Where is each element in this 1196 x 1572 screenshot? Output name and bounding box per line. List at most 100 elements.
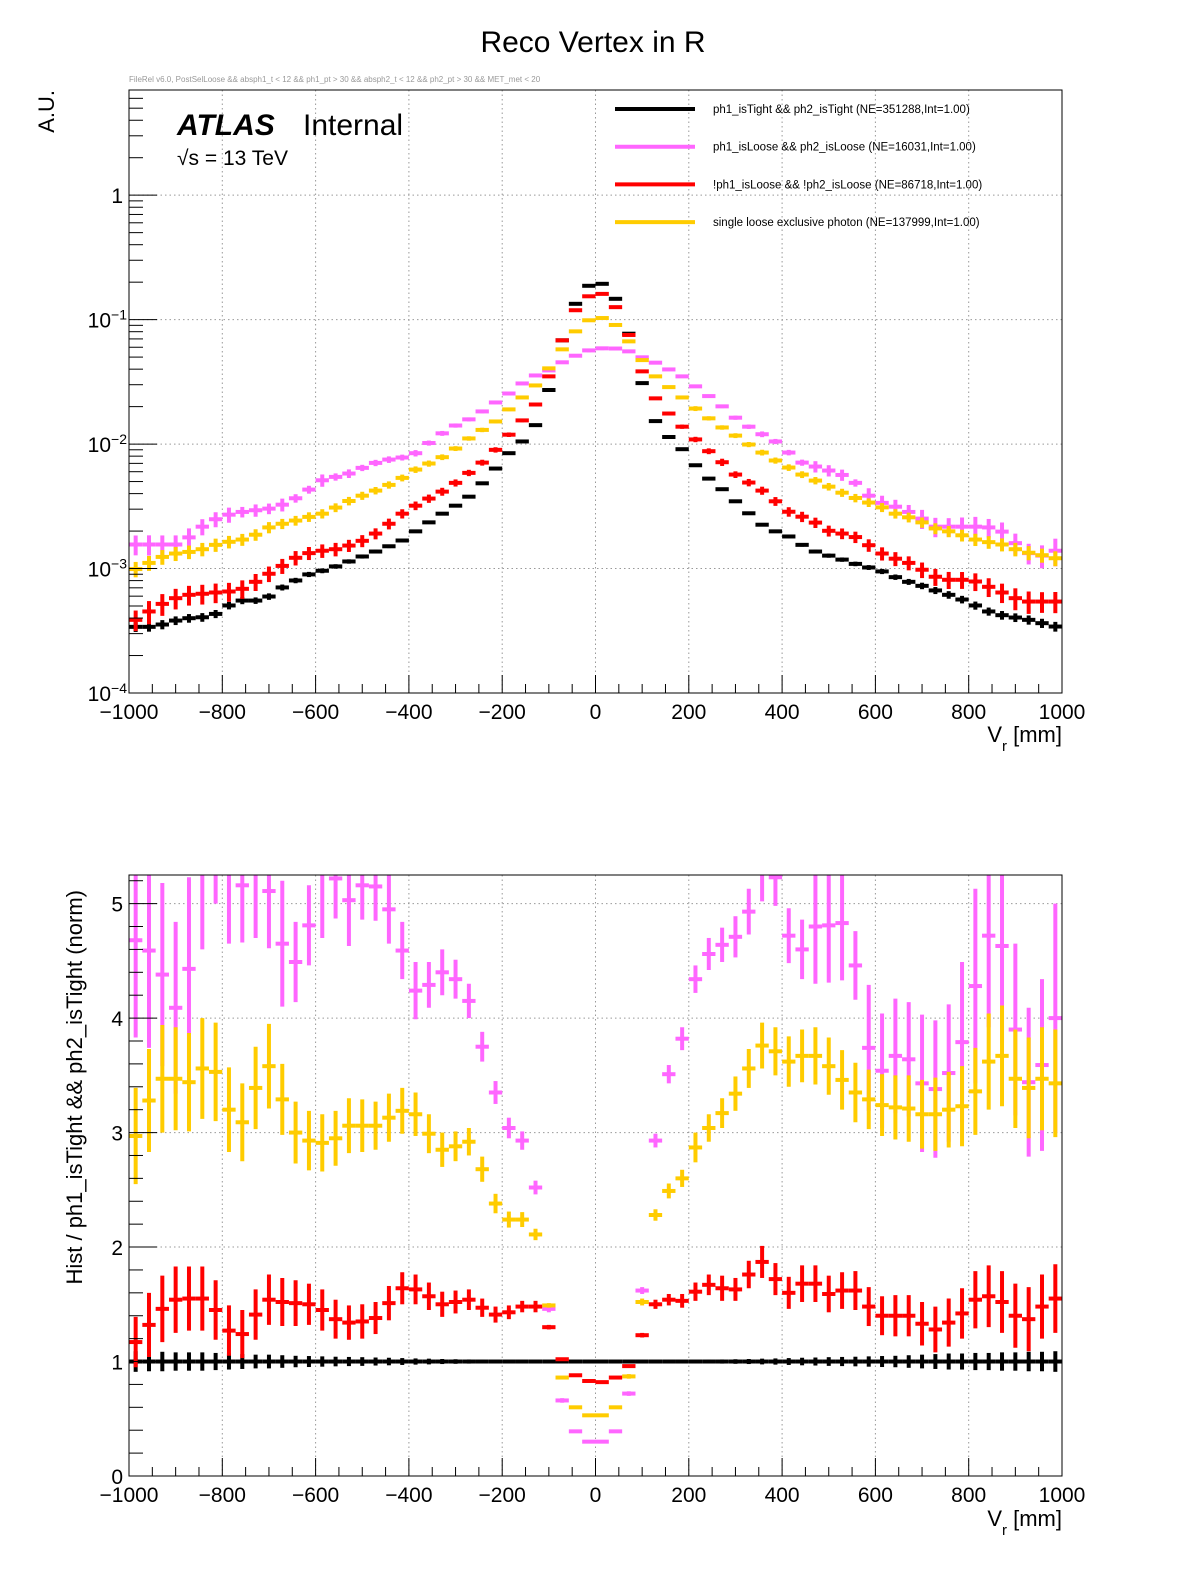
ratio-point <box>782 1036 796 1087</box>
data-point-single <box>755 449 769 456</box>
data-point-notloose <box>622 332 636 337</box>
ratio-point <box>302 885 316 966</box>
data-point-single <box>795 471 809 479</box>
ratio-point <box>222 1353 236 1370</box>
data-point-single <box>728 433 743 439</box>
ratio-point <box>200 875 205 950</box>
ratio-point <box>782 908 796 964</box>
x-tick-label: 0 <box>590 1484 602 1507</box>
x-tick-label: 200 <box>671 1484 706 1507</box>
ratio-point <box>142 875 156 1048</box>
ratio-point <box>168 1266 183 1333</box>
data-point-tight <box>502 451 516 456</box>
ratio-point <box>328 1356 343 1367</box>
data-point-notloose <box>342 539 356 552</box>
ratio-point <box>395 921 409 980</box>
ratio-point <box>982 1265 996 1328</box>
ratio-point <box>395 1358 409 1365</box>
ratio-point <box>528 1359 543 1364</box>
ratio-plot-marks <box>129 875 1062 1444</box>
ratio-point <box>542 1359 556 1364</box>
data-point-loose <box>328 473 343 481</box>
ratio-point <box>955 1353 969 1370</box>
data-point-notloose <box>608 305 623 310</box>
legend-entry: !ph1_isLoose && !ph2_isLoose (NE=86718,I… <box>615 179 982 191</box>
data-point-notloose <box>368 528 383 540</box>
data-point-single <box>368 487 383 495</box>
x-tick-label: −400 <box>385 1484 432 1507</box>
data-point-notloose <box>648 396 663 401</box>
ratio-point <box>902 1075 916 1142</box>
ratio-point <box>995 1271 1009 1333</box>
ratio-point <box>728 1277 743 1301</box>
ratio-point <box>902 1355 916 1368</box>
ratio-point <box>253 875 258 938</box>
ratio-point <box>555 1357 569 1362</box>
data-point-tight <box>395 538 409 543</box>
data-point-loose <box>502 391 516 396</box>
data-point-notloose <box>728 471 743 478</box>
data-point-tight <box>288 577 303 584</box>
data-point-single <box>582 318 596 323</box>
ratio-point <box>355 875 369 920</box>
ratio-point <box>168 1027 183 1131</box>
ratio-point <box>675 1359 689 1364</box>
series-loose <box>129 346 1062 569</box>
ratio-point <box>182 877 196 1061</box>
data-point-notloose <box>248 573 263 592</box>
data-point-notloose <box>822 525 836 537</box>
ratio-point <box>608 1429 623 1434</box>
ratio-point <box>502 1359 516 1364</box>
ratio-point <box>222 1305 236 1356</box>
ratio-point <box>382 1093 396 1142</box>
data-point-notloose <box>1035 592 1049 613</box>
data-point-notloose <box>288 551 303 566</box>
data-point-tight <box>662 435 676 440</box>
ratio-point <box>435 1132 449 1167</box>
ratio-point <box>435 949 449 996</box>
ratio-point <box>302 1356 316 1368</box>
data-point-single <box>222 535 236 549</box>
x-tick-label: −200 <box>479 1484 526 1507</box>
ratio-point <box>248 1289 263 1340</box>
data-point-single <box>875 503 889 513</box>
data-point-tight <box>982 607 996 616</box>
ratio-point <box>462 1127 476 1156</box>
ratio-point <box>608 1405 623 1410</box>
data-point-tight <box>1008 613 1023 623</box>
data-point-single <box>1008 542 1023 557</box>
ratio-point <box>622 1391 636 1396</box>
data-point-single <box>275 518 289 530</box>
ratio-point <box>435 1359 449 1365</box>
ratio-point <box>822 1037 836 1095</box>
data-point-tight <box>275 584 289 591</box>
ratio-point <box>462 1359 476 1364</box>
ratio-point <box>448 1131 463 1162</box>
data-point-loose <box>342 469 356 479</box>
data-point-loose <box>715 404 729 409</box>
data-point-single <box>942 526 956 538</box>
data-point-notloose <box>328 542 343 557</box>
data-point-single <box>462 436 476 441</box>
ratio-point <box>982 1013 996 1110</box>
data-point-single <box>262 522 276 534</box>
data-point-notloose <box>782 507 796 517</box>
ratio-point <box>488 1306 503 1323</box>
ratio-point <box>555 1398 569 1403</box>
ratio-point <box>1008 1283 1023 1348</box>
data-point-loose <box>822 465 836 477</box>
ratio-point <box>568 1429 583 1434</box>
data-point-notloose <box>795 511 809 523</box>
data-point-tight <box>995 611 1009 620</box>
x-tick-label: 200 <box>671 701 706 724</box>
ratio-point <box>235 1083 249 1162</box>
ratio-point <box>688 1132 703 1163</box>
ratio-point <box>448 1359 463 1364</box>
ratio-point <box>755 1358 769 1365</box>
chart-subtitle: FileRel v6.0, PostSelLoose && absph1_t <… <box>129 75 541 84</box>
data-point-loose <box>688 384 703 389</box>
data-point-single <box>129 561 143 578</box>
ratio-point <box>768 1263 783 1296</box>
ratio-point <box>502 1117 516 1139</box>
